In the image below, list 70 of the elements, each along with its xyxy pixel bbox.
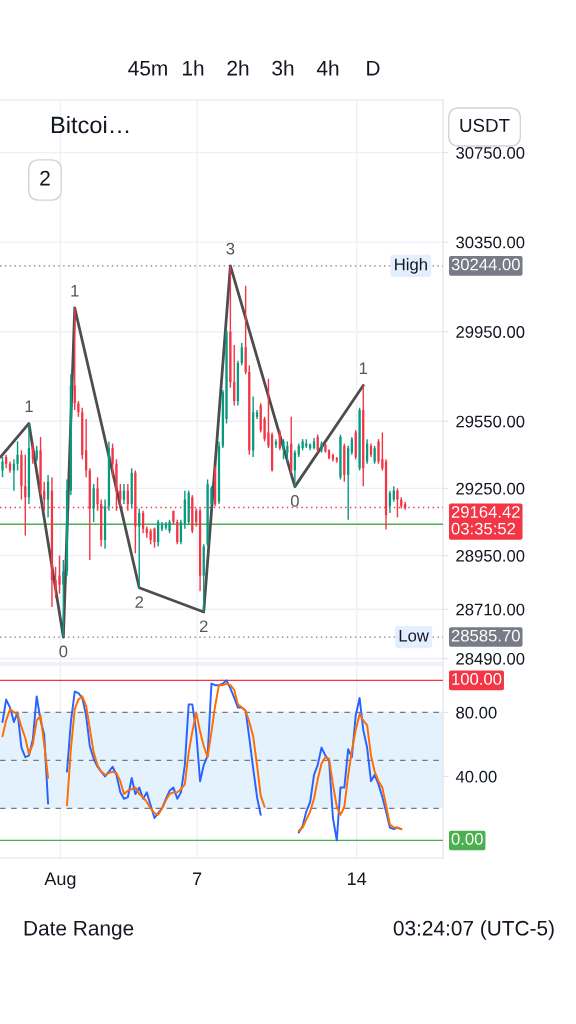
text: USDT bbox=[460, 118, 510, 133]
text: 1h bbox=[183, 60, 204, 76]
candlestick bbox=[119, 483, 122, 507]
x-tick-label: Aug bbox=[44, 872, 76, 889]
annotation: 1 bbox=[71, 285, 79, 297]
y-tick-label: 80.00 bbox=[456, 706, 497, 719]
text: Bitcoi… bbox=[51, 116, 129, 134]
y-tick-label: 28710.00 bbox=[456, 603, 525, 616]
candlestick bbox=[339, 433, 342, 481]
annotation: 0 bbox=[290, 495, 299, 507]
text: 3h bbox=[272, 60, 294, 76]
candlestick bbox=[122, 483, 126, 505]
x-tick-label: 7 bbox=[193, 872, 202, 885]
candlestick bbox=[377, 438, 380, 465]
annotation: 1 bbox=[25, 400, 33, 413]
text: 2h bbox=[227, 60, 249, 76]
candlestick bbox=[141, 510, 145, 534]
candlestick bbox=[20, 449, 23, 501]
candlestick bbox=[278, 429, 281, 452]
candlestick bbox=[373, 445, 376, 465]
text: 45m bbox=[128, 61, 167, 76]
candlestick bbox=[229, 265, 232, 389]
annotation: 2 bbox=[135, 596, 144, 608]
y-tick-label: 40.00 bbox=[455, 770, 497, 783]
candlestick bbox=[286, 440, 289, 463]
ref-line-label: 100.00 bbox=[452, 673, 502, 685]
candlestick bbox=[282, 438, 285, 460]
candlestick bbox=[168, 519, 171, 534]
annotation: 3 bbox=[226, 242, 235, 255]
candlestick bbox=[92, 483, 95, 523]
candlestick bbox=[240, 342, 243, 366]
text: Date Range bbox=[24, 921, 134, 940]
annotation: 2 bbox=[199, 620, 208, 633]
candlestick bbox=[153, 526, 156, 549]
text: 03:24:07 (UTC-5) bbox=[393, 920, 554, 940]
y-tick-label: 28490.00 bbox=[456, 652, 525, 665]
candlestick bbox=[43, 480, 46, 512]
y-tick-label: 29950.00 bbox=[456, 326, 525, 338]
y-tick-label: 30350.00 bbox=[456, 236, 525, 249]
ref-line-label: 0.00 bbox=[451, 833, 483, 845]
candlestick bbox=[320, 440, 323, 454]
ref-line-label: 30244.00 bbox=[451, 258, 520, 271]
text: 4h bbox=[316, 60, 339, 76]
candlestick bbox=[365, 438, 369, 465]
y-tick-label: 28950.00 bbox=[456, 549, 525, 562]
annotation: High bbox=[395, 258, 427, 274]
candlestick bbox=[73, 307, 76, 411]
candlestick bbox=[149, 527, 152, 546]
candlestick bbox=[301, 438, 304, 452]
candlestick bbox=[39, 436, 42, 496]
ref-line-label: 29164.42 03:35:52 bbox=[451, 505, 520, 535]
y-tick-label: 29550.00 bbox=[456, 415, 525, 428]
annotation: 2 bbox=[40, 170, 50, 186]
annotation: Low bbox=[399, 629, 429, 642]
y-tick-label: 29250.00 bbox=[456, 482, 525, 495]
candlestick bbox=[111, 442, 114, 478]
candlestick bbox=[1, 456, 4, 478]
x-tick-label: 14 bbox=[347, 872, 367, 885]
annotation: 1 bbox=[359, 362, 368, 374]
candlestick bbox=[206, 478, 209, 548]
y-tick-label: 30750.00 bbox=[456, 147, 525, 159]
annotation: 0 bbox=[59, 645, 68, 658]
candlestick bbox=[58, 554, 61, 595]
candlestick bbox=[358, 407, 361, 472]
candlestick bbox=[46, 474, 50, 519]
candlestick bbox=[62, 559, 65, 638]
text: D bbox=[367, 61, 380, 76]
candlestick bbox=[77, 400, 80, 418]
ref-line-label: 28585.70 bbox=[451, 629, 520, 642]
candlestick bbox=[172, 510, 175, 525]
